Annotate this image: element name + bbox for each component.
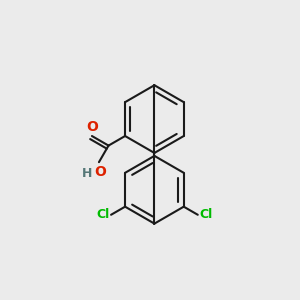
Text: Cl: Cl bbox=[96, 208, 110, 221]
Text: Cl: Cl bbox=[199, 208, 212, 221]
Text: O: O bbox=[86, 120, 98, 134]
Text: O: O bbox=[94, 164, 106, 178]
Text: H: H bbox=[82, 167, 92, 181]
